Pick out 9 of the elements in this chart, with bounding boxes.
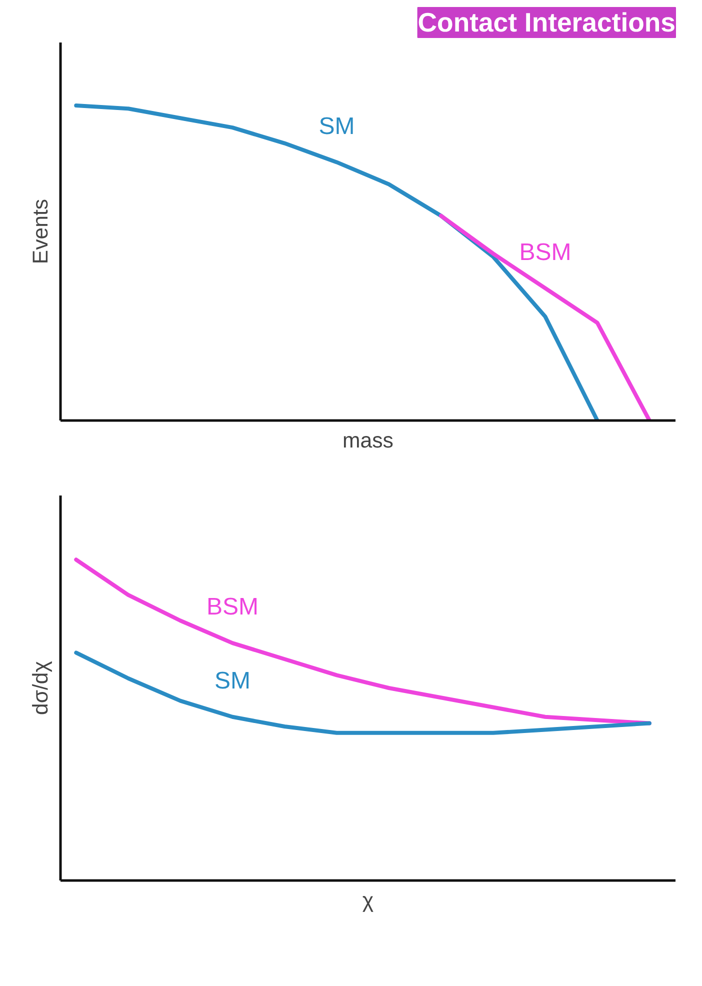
series-label: BSM [206, 594, 259, 621]
x-axis-title: mass [342, 428, 394, 452]
y-axis-title: dσ/dχ [28, 660, 52, 716]
chart-title: Contact Interactions [418, 8, 676, 38]
series-label: SM [318, 113, 355, 140]
y-axis-title: Events [28, 198, 52, 264]
x-axis-title: χ [362, 888, 374, 912]
series-label: SM [214, 667, 250, 694]
series-label: BSM [519, 239, 572, 266]
